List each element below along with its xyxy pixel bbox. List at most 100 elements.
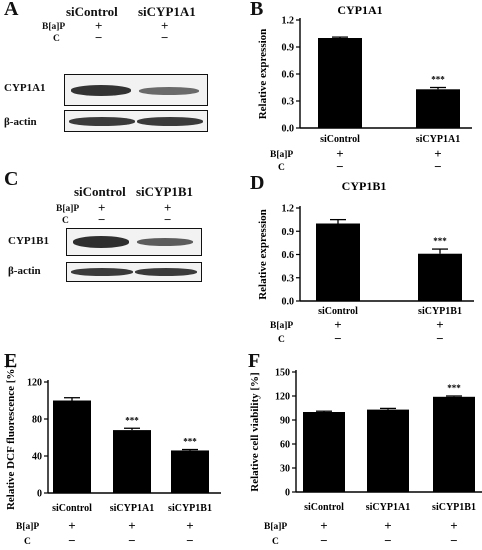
y-tick-label: 30: [280, 464, 290, 475]
condition-sign: −: [334, 331, 341, 346]
y-tick-label: 1.2: [282, 204, 295, 215]
panel-letter-e: E: [4, 350, 18, 372]
condition-sign: +: [384, 518, 391, 533]
condition-label-bap: B[a]P: [42, 22, 66, 32]
blot-band: [71, 268, 133, 276]
condition-label: B[a]P: [16, 522, 39, 532]
blot-band: [137, 238, 193, 246]
chart-title: CYP1A1: [337, 3, 382, 17]
blot-band: [137, 117, 203, 126]
x-tick-label: siCYP1B1: [432, 502, 476, 513]
panel-letter-c: C: [4, 168, 19, 190]
x-tick-label: siCYP1A1: [366, 502, 410, 513]
condition-sign: −: [320, 533, 327, 548]
blot-band: [139, 87, 199, 95]
significance-label: ***: [447, 383, 461, 393]
condition-sign: −: [434, 159, 441, 174]
panel-letter-b: B: [250, 0, 264, 20]
blot-band: [135, 268, 197, 276]
x-tick-label: siCYP1A1: [110, 503, 154, 514]
significance-label: ***: [433, 236, 447, 246]
x-tick-label: siControl: [320, 134, 360, 145]
condition-sign: −: [336, 159, 343, 174]
panel-letter-d: D: [250, 172, 265, 194]
condition-sign: −: [450, 533, 457, 548]
bar: [418, 253, 462, 301]
y-tick-label: 0.0: [282, 124, 295, 135]
y-tick-label: 80: [32, 415, 42, 426]
blot-image-beta-actin: [64, 110, 208, 132]
blot-label-beta-actin: β-actin: [8, 265, 41, 277]
y-tick-label: 0.9: [282, 227, 295, 238]
y-tick-label: 0.3: [282, 273, 295, 284]
blot-band: [73, 236, 129, 248]
blot-label-cyp1b1: CYP1B1: [8, 235, 49, 247]
y-tick-label: 0: [285, 488, 290, 499]
condition-sign: +: [186, 518, 193, 533]
chart-e: 0 40 80 120 Relative DCF fluorescence [%] siC…: [5, 365, 221, 548]
blot-header-sicyp1a1: siCYP1A1: [138, 4, 196, 19]
condition-label: C: [278, 335, 285, 345]
y-tick-label: 1.2: [282, 16, 295, 27]
significance-label: ***: [431, 75, 445, 85]
condition-sign: +: [336, 146, 343, 161]
significance-label: ***: [125, 415, 139, 425]
condition-sign: +: [68, 518, 75, 533]
condition-sign: −: [384, 533, 391, 548]
bar: [53, 400, 91, 493]
x-tick-label: siCYP1B1: [168, 503, 212, 514]
sign-bap-2: +: [164, 200, 172, 215]
condition-sign: +: [450, 518, 457, 533]
condition-label-bap: B[a]P: [56, 204, 80, 214]
blot-image-cyp1a1: [64, 74, 208, 106]
y-tick-label: 150: [275, 368, 290, 379]
y-tick-label: 120: [27, 378, 42, 389]
significance-label: ***: [183, 437, 197, 447]
chart-d: CYP1B1 0.0 0.3 0.6 0.9 1.2 Relative expression…: [257, 179, 474, 346]
bar: [316, 223, 360, 301]
sign-bap-2: +: [161, 18, 169, 33]
bar: [171, 450, 209, 493]
blot-header-sicontrol: siControl: [74, 184, 126, 199]
y-tick-label: 0.6: [282, 250, 295, 261]
condition-sign: +: [434, 146, 441, 161]
sign-c-1: −: [98, 212, 106, 227]
bar: [433, 396, 475, 492]
condition-label: B[a]P: [264, 522, 287, 532]
bar: [303, 412, 345, 492]
blot-header-sicontrol: siControl: [66, 4, 118, 19]
condition-sign: −: [68, 533, 75, 548]
condition-label-c: C: [53, 34, 60, 44]
condition-label-c: C: [62, 216, 69, 226]
x-tick-label: siControl: [52, 503, 92, 514]
panel-letter-f: F: [248, 350, 261, 372]
x-tick-label: siCYP1A1: [416, 134, 460, 145]
condition-label: C: [278, 163, 285, 173]
y-tick-label: 40: [32, 452, 42, 463]
y-tick-label: 0.6: [282, 70, 295, 81]
condition-label: B[a]P: [270, 321, 293, 331]
sign-c-2: −: [161, 30, 169, 45]
y-tick-label: 60: [280, 440, 290, 451]
condition-label: B[a]P: [270, 150, 293, 160]
condition-sign: +: [436, 317, 443, 332]
y-axis-label: Relative cell viability [%]: [249, 372, 261, 491]
bar: [113, 430, 151, 493]
condition-sign: −: [186, 533, 193, 548]
y-axis-label: Relative DCF fluorescence [%]: [5, 365, 17, 510]
condition-label: C: [272, 537, 279, 547]
x-tick-label: siControl: [304, 502, 344, 513]
bar: [367, 409, 409, 492]
bar: [416, 89, 460, 128]
sign-bap-1: +: [98, 200, 106, 215]
y-tick-label: 0: [37, 489, 42, 500]
blot-band: [71, 85, 131, 96]
condition-sign: +: [334, 317, 341, 332]
condition-sign: −: [436, 331, 443, 346]
sign-c-2: −: [164, 212, 172, 227]
blot-label-cyp1a1: CYP1A1: [4, 82, 46, 94]
y-axis-label: Relative expression: [257, 209, 269, 300]
x-tick-label: siControl: [318, 306, 358, 317]
panel-letter-a: A: [4, 0, 19, 20]
blot-image-cyp1b1: [66, 228, 202, 256]
